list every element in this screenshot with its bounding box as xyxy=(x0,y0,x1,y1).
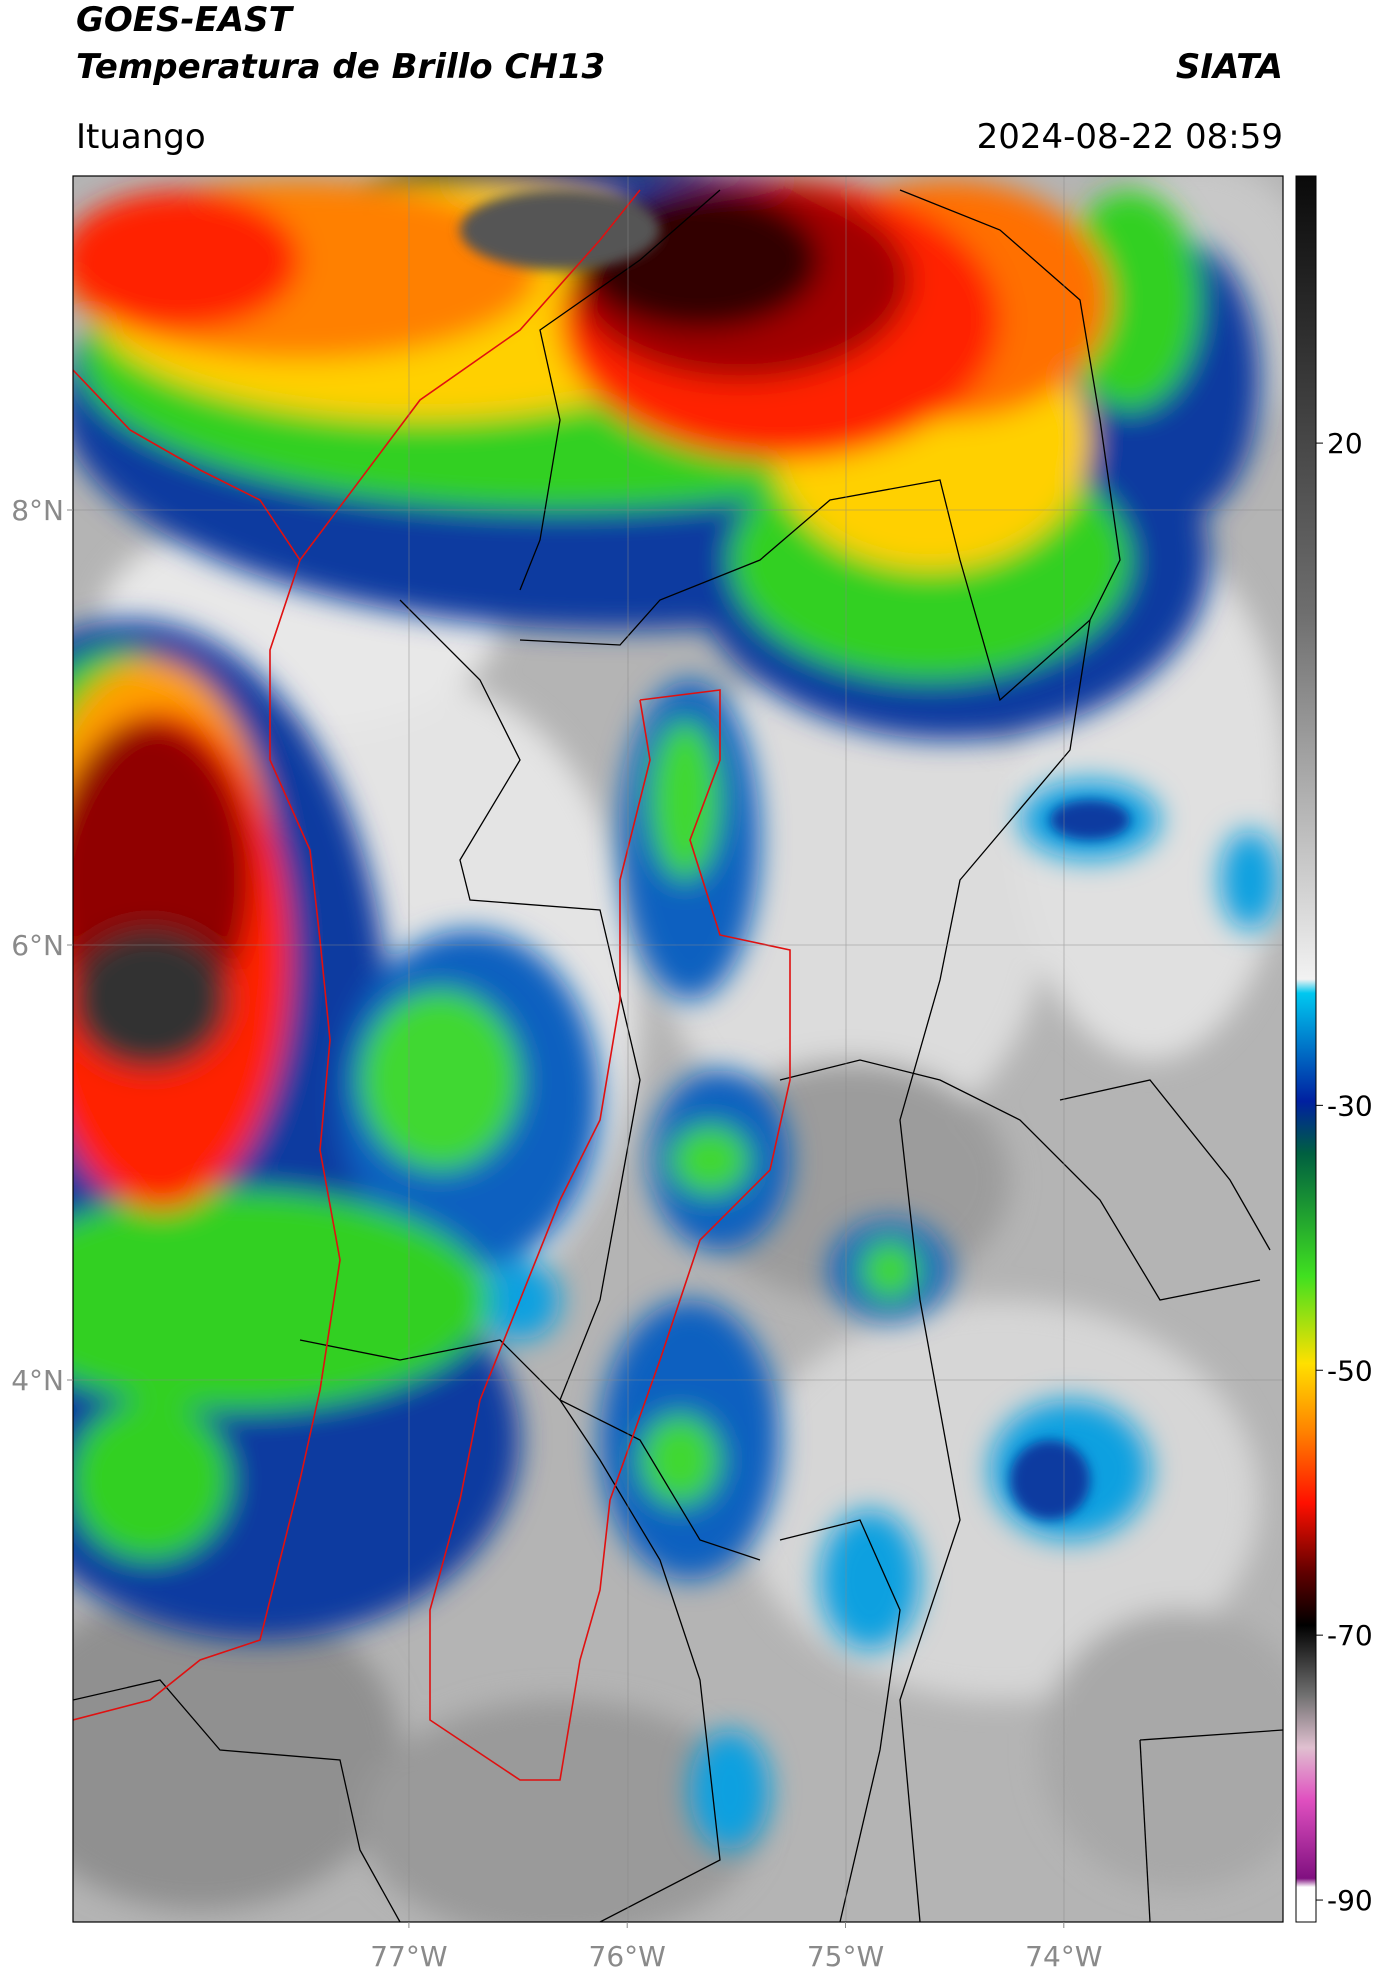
lat-tick-label: 6°N xyxy=(11,929,64,962)
colorbar-tick-label: -30 xyxy=(1327,1089,1373,1122)
lon-tick-label: 76°W xyxy=(589,1940,666,1973)
lon-tick-label: 77°W xyxy=(370,1940,447,1973)
source: SIATA xyxy=(1176,47,1283,87)
graticule xyxy=(73,176,1283,1922)
title: GOES-EAST xyxy=(76,0,295,40)
colorbar-tick-label: -90 xyxy=(1327,1884,1373,1917)
location: Ituango xyxy=(76,117,206,157)
colorbar-tick-label: 20 xyxy=(1327,427,1363,460)
lat-tick-label: 8°N xyxy=(11,494,64,527)
lon-tick-label: 74°W xyxy=(1025,1940,1102,1973)
colorbar xyxy=(1295,175,1317,1923)
map-frame xyxy=(72,175,1284,1923)
colorbar-tick-label: -70 xyxy=(1327,1619,1373,1652)
lon-tick-label: 75°W xyxy=(807,1940,884,1973)
subtitle: Temperatura de Brillo CH13 xyxy=(76,47,605,87)
lat-tick-label: 4°N xyxy=(11,1364,64,1397)
admin-borders xyxy=(73,189,1283,1922)
satellite-image xyxy=(73,176,1283,1922)
datetime: 2024-08-22 08:59 xyxy=(977,117,1283,157)
colorbar-tick-label: -50 xyxy=(1327,1354,1373,1387)
department-borders xyxy=(73,189,791,1781)
